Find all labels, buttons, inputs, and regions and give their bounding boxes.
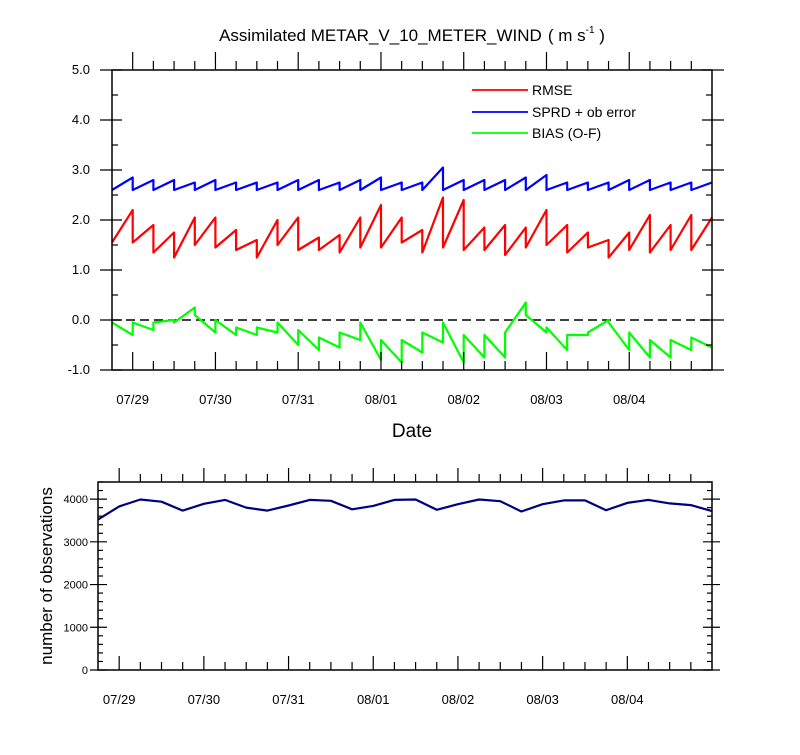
top-y-tick-label: 0.0	[72, 312, 90, 327]
top-series-line-rmse	[111, 196, 713, 259]
bottom-axis-ticks: 07/29 07/30 07/31 08/01 08/02 08/03 08/04 0 1000…	[64, 468, 720, 707]
top-x-tick-label: 08/04	[613, 392, 646, 407]
legend: RMSE SPRD + ob error BIAS (O-F)	[472, 82, 636, 141]
top-y-tick-label: 1.0	[72, 262, 90, 277]
bottom-x-tick-label: 07/31	[272, 692, 305, 707]
top-x-tick-label: 08/02	[447, 392, 480, 407]
top-plot-frame	[111, 69, 713, 371]
top-x-tick-label: 08/03	[530, 392, 563, 407]
bottom-x-tick-label: 08/01	[357, 692, 390, 707]
top-x-tick-label: 07/29	[116, 392, 149, 407]
top-x-tick-label: 07/31	[282, 392, 315, 407]
legend-label-rmse: RMSE	[532, 82, 572, 98]
top-series-line-bias-o-f	[111, 301, 713, 364]
top-y-tick-label: 3.0	[72, 162, 90, 177]
top-x-tick-label: 07/30	[199, 392, 232, 407]
top-y-tick-label: 5.0	[72, 62, 90, 77]
y-axis-label-observations: number of observations	[37, 487, 56, 665]
bottom-y-tick-label: 0	[82, 665, 88, 677]
chart-title-units-exponent: -1	[586, 25, 595, 36]
chart-title-text: Assimilated METAR_V_10_METER_WIND	[219, 26, 542, 45]
chart-title: Assimilated METAR_V_10_METER_WIND ( m s-1…	[219, 25, 605, 45]
top-series-group	[111, 166, 713, 364]
top-series-line-sprd-ob-error	[111, 166, 713, 192]
bottom-x-tick-label: 07/29	[103, 692, 136, 707]
bottom-y-tick-label: 2000	[64, 580, 88, 592]
bottom-y-tick-label: 3000	[64, 537, 88, 549]
chart-title-units: ( m s	[548, 26, 586, 45]
bottom-x-tick-label: 07/30	[188, 692, 221, 707]
bottom-plot-frame	[97, 481, 713, 671]
top-chart: Assimilated METAR_V_10_METER_WIND( m s-1…	[68, 25, 724, 442]
bottom-series-line-number-of-observations	[97, 498, 713, 521]
x-axis-label: Date	[392, 421, 432, 442]
bottom-chart: 07/29 07/30 07/31 08/01 08/02 08/03 08/04 0 1000…	[37, 468, 720, 707]
bottom-y-tick-label: 1000	[64, 622, 88, 634]
bottom-series-group	[97, 498, 713, 521]
top-y-tick-label: 4.0	[72, 112, 90, 127]
bottom-y-tick-label: 4000	[64, 494, 88, 506]
bottom-x-tick-label: 08/03	[526, 692, 559, 707]
top-x-tick-label: 08/01	[365, 392, 398, 407]
legend-label-bias: BIAS (O-F)	[532, 125, 601, 141]
bottom-x-tick-label: 08/04	[611, 692, 644, 707]
top-axis-ticks: 07/29 07/30 07/31 08/01 08/02 08/03 08/04 -1.0 0…	[68, 52, 724, 407]
bottom-x-tick-label: 08/02	[442, 692, 475, 707]
legend-label-sprd: SPRD + ob error	[532, 104, 636, 120]
chart-title-units-close: )	[595, 26, 605, 45]
top-y-tick-label: 2.0	[72, 212, 90, 227]
top-y-tick-label: -1.0	[68, 362, 90, 377]
